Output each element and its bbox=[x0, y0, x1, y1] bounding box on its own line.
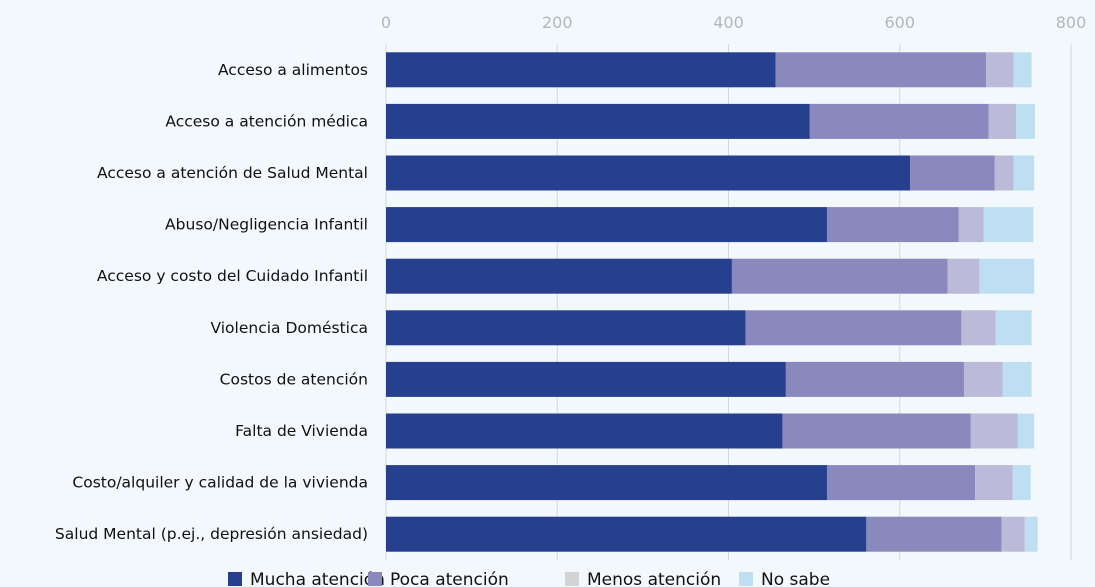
x-axis-ticks: 0 200 400 600 800 bbox=[381, 13, 1086, 32]
category-label: Costos de atención bbox=[220, 370, 368, 388]
bar-segment bbox=[775, 52, 987, 88]
category-label: Acceso a alimentos bbox=[218, 61, 368, 79]
bar-segment bbox=[809, 103, 989, 139]
category-label: Abuso/Negligencia Infantil bbox=[165, 216, 368, 234]
bar-segment bbox=[386, 103, 810, 139]
bar-segment bbox=[745, 310, 962, 346]
bar-segment bbox=[386, 465, 827, 501]
bar-segment bbox=[986, 52, 1014, 88]
category-label: Violencia Doméstica bbox=[210, 319, 368, 337]
bar-segment bbox=[958, 207, 984, 243]
category-label: Costo/alquiler y calidad de la vivienda bbox=[72, 474, 368, 492]
legend-swatch bbox=[739, 572, 753, 586]
x-tick-label: 400 bbox=[713, 13, 744, 32]
bar-segment bbox=[785, 361, 964, 397]
bar-segment bbox=[386, 155, 911, 191]
bar-segment bbox=[826, 465, 976, 501]
bar-segment bbox=[979, 258, 1035, 294]
bar-segment bbox=[961, 310, 996, 346]
bar-segment bbox=[975, 465, 1013, 501]
bar-segment bbox=[1016, 103, 1036, 139]
bar-segment bbox=[1024, 516, 1038, 552]
bar-segment bbox=[826, 207, 959, 243]
bar-segment bbox=[1013, 52, 1032, 88]
legend-label: No sabe bbox=[761, 570, 830, 587]
bar-segment bbox=[963, 361, 1003, 397]
x-tick-label: 0 bbox=[381, 13, 391, 32]
category-label: Acceso a atención de Salud Mental bbox=[97, 164, 368, 182]
bar-segment bbox=[970, 413, 1018, 449]
category-label: Falta de Vivienda bbox=[235, 422, 368, 440]
bar-segment bbox=[386, 310, 746, 346]
category-label: Acceso a atención médica bbox=[165, 112, 368, 130]
bar-segment bbox=[386, 516, 867, 552]
bar-segment bbox=[1013, 155, 1035, 191]
x-tick-label: 200 bbox=[542, 13, 573, 32]
x-tick-label: 600 bbox=[884, 13, 915, 32]
legend-swatch bbox=[228, 572, 242, 586]
bar-segment bbox=[386, 258, 732, 294]
bar-segment bbox=[1001, 516, 1025, 552]
legend-swatch bbox=[565, 572, 579, 586]
category-label: Acceso y costo del Cuidado Infantil bbox=[97, 267, 368, 285]
category-label: Salud Mental (p.ej., depresión ansiedad) bbox=[55, 525, 368, 543]
legend-swatch bbox=[368, 572, 382, 586]
bar-segment bbox=[386, 413, 783, 449]
bar-segment bbox=[995, 310, 1032, 346]
legend: Mucha atención Poca atención Menos atenció… bbox=[228, 570, 830, 587]
bar-segment bbox=[1012, 465, 1031, 501]
legend-label: Menos atención bbox=[587, 570, 721, 587]
bar-segment bbox=[994, 155, 1014, 191]
bar-segment bbox=[988, 103, 1017, 139]
bar-segment bbox=[386, 361, 786, 397]
bar-segment bbox=[866, 516, 1002, 552]
legend-label: Poca atención bbox=[390, 570, 509, 587]
bar-segment bbox=[1017, 413, 1035, 449]
category-labels: Acceso a alimentos Acceso a atención médi… bbox=[55, 61, 368, 543]
bar-segment bbox=[947, 258, 980, 294]
bar-segment bbox=[731, 258, 948, 294]
legend-label: Mucha atención bbox=[250, 570, 385, 587]
x-tick-label: 800 bbox=[1056, 13, 1087, 32]
bar-segment bbox=[983, 207, 1034, 243]
bar-segment bbox=[386, 52, 776, 88]
bar-segment bbox=[782, 413, 971, 449]
bar-segment bbox=[1002, 361, 1032, 397]
bars bbox=[386, 52, 1038, 552]
bar-segment bbox=[386, 207, 827, 243]
bar-segment bbox=[910, 155, 995, 191]
